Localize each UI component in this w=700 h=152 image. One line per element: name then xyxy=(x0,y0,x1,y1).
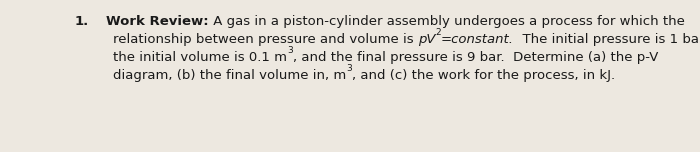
Text: 3: 3 xyxy=(346,64,352,73)
Text: diagram, (b) the final volume in, m: diagram, (b) the final volume in, m xyxy=(113,69,346,82)
Text: The initial pressure is 1 bar,: The initial pressure is 1 bar, xyxy=(514,33,700,46)
Text: , and the final pressure is 9 bar.  Determine (a) the p-V: , and the final pressure is 9 bar. Deter… xyxy=(293,51,658,64)
Text: 2: 2 xyxy=(435,28,441,37)
Text: relationship between pressure and volume is: relationship between pressure and volume… xyxy=(113,33,418,46)
Text: , and (c) the work for the process, in kJ.: , and (c) the work for the process, in k… xyxy=(352,69,615,82)
Text: Work Review:: Work Review: xyxy=(106,15,209,28)
Text: A gas in a piston-cylinder assembly undergoes a process for which the: A gas in a piston-cylinder assembly unde… xyxy=(209,15,685,28)
Text: 1.: 1. xyxy=(75,15,90,28)
Text: =constant.: =constant. xyxy=(441,33,514,46)
Text: 3: 3 xyxy=(287,46,293,55)
Text: pV: pV xyxy=(418,33,435,46)
Text: the initial volume is 0.1 m: the initial volume is 0.1 m xyxy=(113,51,287,64)
